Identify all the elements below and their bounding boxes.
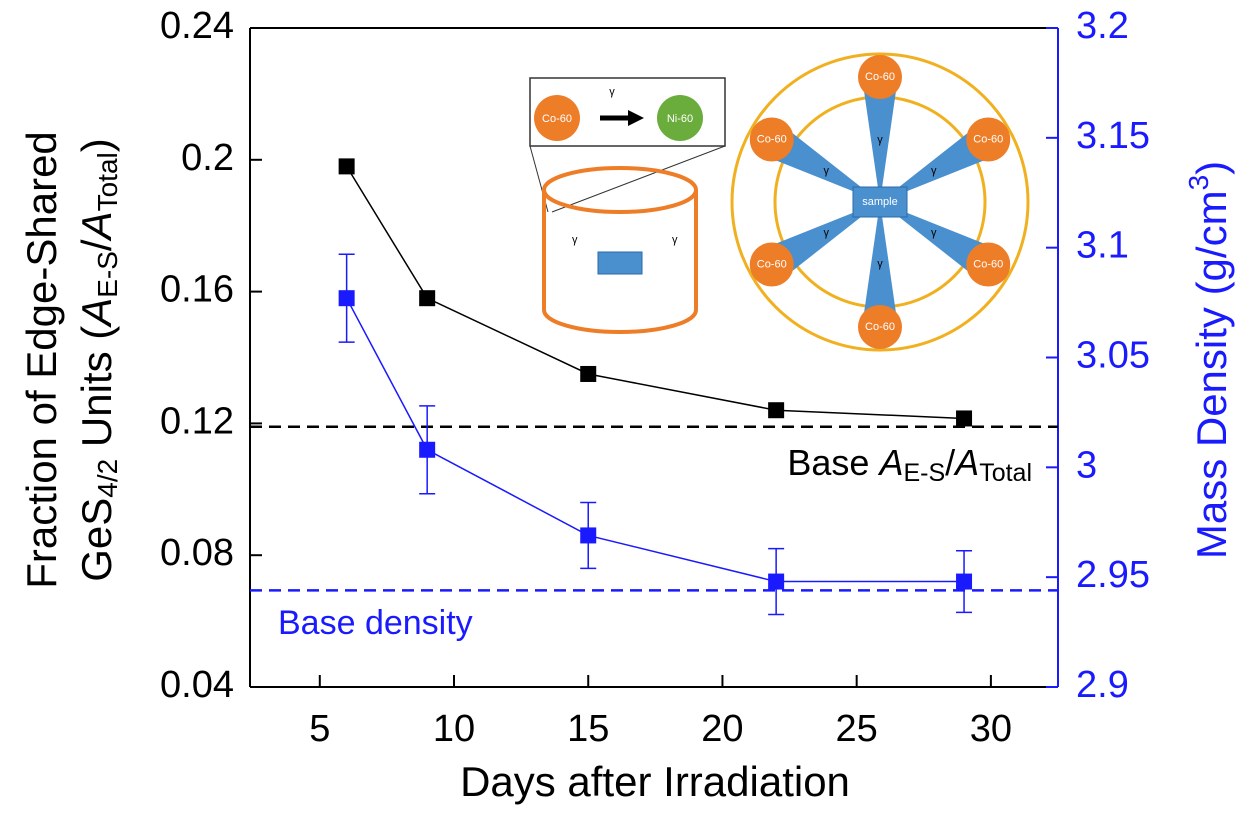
- label-part: Units (: [73, 326, 120, 459]
- cylinder-top: [542, 166, 698, 214]
- y-axis-label: Fraction of Edge-Shared: [18, 131, 65, 589]
- y-tick-label: 0.24: [160, 5, 234, 47]
- inset-label: Co-60: [973, 258, 1003, 270]
- cylinder-body: [542, 190, 698, 334]
- y2-tick-label: 2.9: [1076, 664, 1129, 706]
- label-part: E-S: [92, 251, 123, 298]
- inset-label: γ: [824, 165, 830, 177]
- label-part: 3: [1183, 175, 1214, 191]
- inset-label: Co-60: [542, 113, 572, 125]
- y2-tick-label: 3.15: [1076, 115, 1150, 157]
- label-part: Total: [92, 152, 123, 211]
- x-tick-label: 10: [433, 708, 475, 750]
- sample-box: [852, 186, 908, 218]
- inset-label: γ: [877, 134, 883, 146]
- marker: [419, 290, 436, 307]
- x-tick-label: 15: [567, 708, 609, 750]
- y-tick-label: 0.04: [160, 664, 234, 706]
- marker: [956, 573, 973, 590]
- x-tick-label: 20: [701, 708, 743, 750]
- label-part: Base: [787, 442, 879, 483]
- beam: [862, 202, 898, 327]
- co-atom: [534, 95, 580, 141]
- inset-label: γ: [877, 258, 883, 270]
- marker: [768, 402, 785, 419]
- x-tick-label: 5: [309, 708, 330, 750]
- label-part: ): [1188, 161, 1235, 175]
- ni-atom: [657, 95, 703, 141]
- sample-box: [597, 251, 643, 275]
- label-part: /: [73, 239, 120, 251]
- inset-label: Co-60: [865, 321, 895, 333]
- marker: [338, 158, 355, 175]
- y-tick-label: 0.2: [181, 137, 234, 179]
- marker: [956, 410, 973, 427]
- marker: [419, 441, 436, 458]
- co-source: [966, 117, 1011, 162]
- label-part: A: [877, 442, 903, 483]
- inset-label: γ: [672, 234, 678, 246]
- inset-label: γ: [824, 227, 830, 239]
- co-source: [858, 305, 902, 349]
- label-part: A: [73, 211, 120, 242]
- x-tick-label: 30: [970, 708, 1012, 750]
- label-part: A: [73, 298, 120, 329]
- y2-axis-label: Mass Density (g/cm3): [1183, 161, 1235, 559]
- beam: [862, 77, 898, 202]
- reference-label: Base AE-S/ATotal: [787, 442, 1032, 487]
- marker: [768, 573, 785, 590]
- y2-tick-label: 3.2: [1076, 5, 1129, 47]
- inset-label: Ni-60: [667, 113, 693, 125]
- label-part: E-S: [903, 459, 945, 487]
- marker: [580, 365, 597, 382]
- y2-tick-label: 2.95: [1076, 554, 1150, 596]
- inset-label: Co-60: [865, 71, 895, 83]
- label-part: /: [945, 442, 955, 483]
- inset-diagram: Co-60 Ni-60 γ γ γ Co-60 γ Co-60 γ Co-60 γ Co-6…: [529, 52, 1030, 352]
- ring: [730, 52, 1030, 352]
- arrow-head: [628, 110, 644, 126]
- x-tick-label: 25: [836, 708, 878, 750]
- x-axis-label: Days after Irradiation: [460, 758, 850, 805]
- y-tick-label: 0.12: [160, 400, 234, 442]
- inset-label: Co-60: [757, 133, 787, 145]
- inset-label: sample: [862, 196, 897, 208]
- y-axis-label: GeS4/2 Units (AE-S/ATotal): [73, 138, 123, 582]
- inset-label: Co-60: [973, 133, 1003, 145]
- y2-tick-label: 3.1: [1076, 225, 1129, 267]
- label-part: 4/2: [92, 459, 123, 498]
- co-source: [966, 242, 1011, 287]
- y2-tick-label: 3.05: [1076, 335, 1150, 377]
- inset-label: γ: [572, 234, 578, 246]
- inset-label: γ: [609, 86, 615, 98]
- y-tick-label: 0.08: [160, 532, 234, 574]
- co-source: [858, 55, 902, 99]
- zoom-line: [551, 145, 726, 213]
- co-source: [749, 242, 794, 287]
- co-source: [749, 117, 794, 162]
- label-part: Total: [979, 459, 1032, 487]
- marker: [580, 527, 597, 544]
- y-tick-label: 0.16: [160, 269, 234, 311]
- inset-label: γ: [931, 165, 937, 177]
- marker: [338, 290, 355, 307]
- inset-label: Co-60: [757, 258, 787, 270]
- y2-tick-label: 3: [1076, 444, 1097, 486]
- inset-label: γ: [931, 227, 937, 239]
- label-part: A: [953, 442, 979, 483]
- label-part: ): [73, 138, 120, 152]
- label-part: GeS: [73, 498, 120, 582]
- reference-label: Base density: [278, 604, 473, 642]
- label-part: Mass Density (g/cm: [1188, 190, 1235, 559]
